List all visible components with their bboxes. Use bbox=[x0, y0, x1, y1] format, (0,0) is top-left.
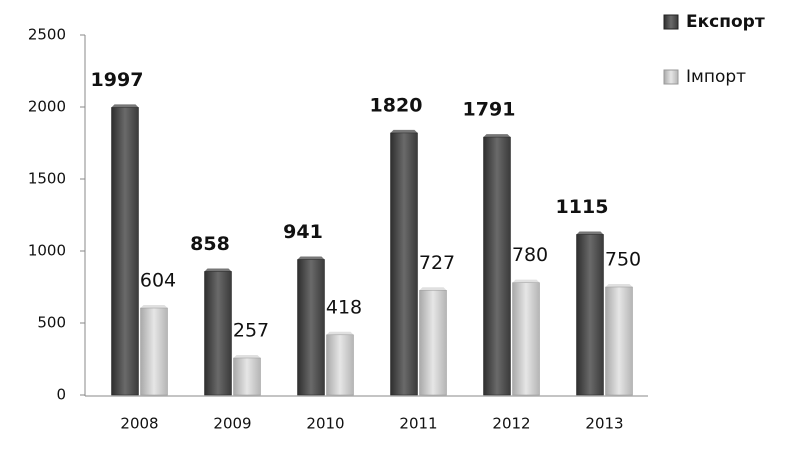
bar bbox=[297, 259, 325, 396]
bar-top bbox=[140, 305, 168, 309]
y-tick-label: 2500 bbox=[28, 26, 66, 44]
value-label: 604 bbox=[140, 270, 176, 292]
bar bbox=[233, 357, 261, 396]
bar bbox=[576, 234, 604, 396]
value-label: 1997 bbox=[91, 69, 144, 91]
legend-swatch bbox=[663, 14, 679, 30]
bar bbox=[140, 307, 168, 396]
value-label: 257 bbox=[233, 319, 269, 341]
bar-top bbox=[233, 354, 261, 358]
value-label: 780 bbox=[512, 244, 548, 266]
bar-top bbox=[204, 268, 232, 272]
bar-top bbox=[605, 284, 633, 287]
legend-label: Експорт bbox=[686, 12, 765, 32]
y-tick-label: 2000 bbox=[28, 98, 66, 116]
x-tick-label: 2013 bbox=[585, 415, 623, 433]
value-label: 1820 bbox=[370, 94, 423, 116]
bar bbox=[605, 286, 633, 396]
bar bbox=[326, 334, 354, 396]
bar-top bbox=[576, 231, 604, 235]
value-label: 858 bbox=[190, 233, 230, 255]
bar bbox=[111, 107, 139, 396]
bar bbox=[419, 290, 447, 396]
bar bbox=[483, 136, 511, 396]
bar-top bbox=[390, 129, 418, 133]
bar-top bbox=[483, 134, 511, 138]
bar bbox=[204, 271, 232, 396]
value-label: 727 bbox=[419, 252, 455, 274]
bar-top bbox=[297, 256, 325, 260]
value-label: 418 bbox=[326, 296, 362, 318]
value-label: 1791 bbox=[463, 99, 516, 121]
x-tick-label: 2011 bbox=[399, 415, 437, 433]
y-tick-label: 0 bbox=[56, 386, 66, 404]
x-tick-label: 2012 bbox=[492, 415, 530, 433]
bar-top bbox=[326, 331, 354, 335]
bar-top bbox=[111, 104, 139, 108]
legend-swatch bbox=[663, 69, 679, 85]
y-tick-label: 1000 bbox=[28, 242, 66, 260]
legend-label: Імпорт bbox=[686, 67, 746, 87]
x-tick-label: 2010 bbox=[306, 415, 344, 433]
value-label: 750 bbox=[605, 249, 641, 271]
x-tick-label: 2008 bbox=[120, 415, 158, 433]
y-tick-label: 1500 bbox=[28, 170, 66, 188]
value-label: 941 bbox=[283, 221, 323, 243]
bar bbox=[390, 132, 418, 396]
bar-top bbox=[419, 287, 447, 291]
bar bbox=[512, 282, 540, 396]
x-tick-label: 2009 bbox=[213, 415, 251, 433]
value-label: 1115 bbox=[556, 196, 609, 218]
y-tick-label: 500 bbox=[37, 314, 66, 332]
bar-top bbox=[512, 279, 540, 283]
